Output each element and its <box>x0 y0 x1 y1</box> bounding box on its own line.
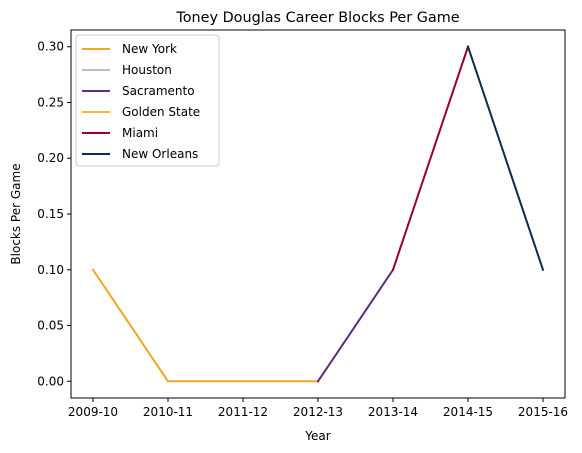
series-line-miami <box>391 45 470 272</box>
x-tick-label: 2013-14 <box>368 405 418 419</box>
chart-title: Toney Douglas Career Blocks Per Game <box>175 10 459 26</box>
legend-label-houston: Houston <box>122 63 172 77</box>
series-line-sacramento <box>316 268 395 383</box>
series-line-new-york <box>91 268 319 383</box>
x-tick-label: 2011-12 <box>218 405 268 419</box>
x-tick-label: 2012-13 <box>293 405 343 419</box>
x-axis: 2009-10 2010-11 2011-12 2012-13 2013-14 2014-… <box>68 398 568 419</box>
y-tick-label: 0.05 <box>37 319 64 333</box>
y-tick-label: 0.00 <box>37 374 64 388</box>
x-tick-label: 2015-16 <box>518 405 568 419</box>
series-line-new-orleans <box>466 45 545 272</box>
plot-frame <box>70 29 566 399</box>
plot-area <box>91 45 545 383</box>
legend-label-sacramento: Sacramento <box>122 84 195 98</box>
y-tick-label: 0.10 <box>37 263 64 277</box>
y-tick-label: 0.30 <box>37 40 64 54</box>
y-axis-label: Blocks Per Game <box>9 163 23 264</box>
x-axis-label: Year <box>304 429 330 443</box>
legend-label-new-york: New York <box>122 42 177 56</box>
y-axis: 0.00 0.05 0.10 0.15 0.20 0.25 0.30 <box>37 40 71 388</box>
legend: New York Houston Sacramento Golden State Mia… <box>75 34 220 167</box>
y-tick-label: 0.15 <box>37 207 64 221</box>
x-tick-label: 2014-15 <box>443 405 493 419</box>
legend-label-golden-state: Golden State <box>122 105 200 119</box>
x-tick-label: 2010-11 <box>143 405 193 419</box>
x-tick-label: 2009-10 <box>68 405 118 419</box>
legend-box <box>75 34 220 167</box>
legend-label-miami: Miami <box>122 126 158 140</box>
legend-label-new-orleans: New Orleans <box>122 147 198 161</box>
y-tick-label: 0.25 <box>37 95 64 109</box>
y-tick-label: 0.20 <box>37 151 64 165</box>
